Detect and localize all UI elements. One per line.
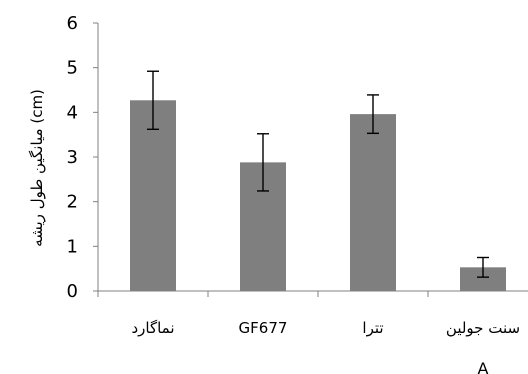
bar (460, 267, 506, 291)
axes (97, 23, 528, 297)
category-label: نماگارد (131, 319, 174, 337)
category-labels: نماگارد GF677 تترا سنت جولین (131, 319, 520, 337)
y-tick-label: 5 (67, 58, 78, 79)
y-axis-title: میانگین طول ریشه (cm) (28, 89, 46, 247)
bar (350, 114, 396, 292)
y-axis-ticks: 0 1 2 3 4 5 6 (67, 13, 98, 302)
y-tick-label: 1 (67, 236, 78, 257)
category-label: سنت جولین (446, 319, 520, 337)
error-bars (147, 70, 489, 278)
bar (130, 100, 176, 291)
y-tick-label: 4 (67, 102, 78, 123)
panel-label: A (478, 359, 489, 374)
y-tick-label: 0 (67, 281, 78, 302)
y-tick-label: 6 (67, 13, 78, 34)
y-tick-label: 2 (67, 192, 78, 213)
category-label: تترا (362, 319, 383, 337)
bars (130, 100, 506, 292)
category-label: GF677 (239, 319, 288, 337)
y-tick-label: 3 (67, 147, 78, 168)
